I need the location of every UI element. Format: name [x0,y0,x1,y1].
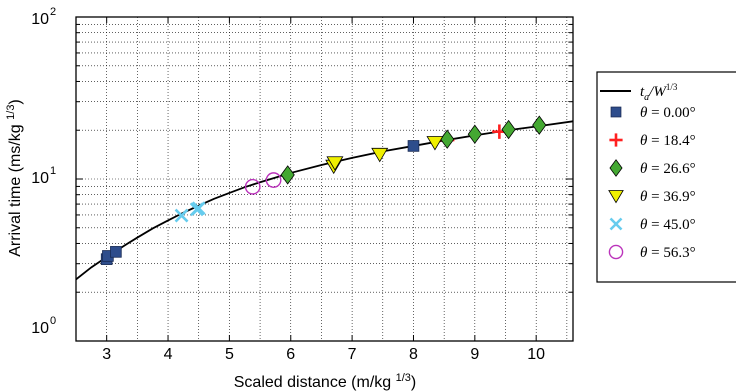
x-stroke-b [191,201,206,216]
y-tick-exp-1: 0 [50,315,56,327]
data-point-series-2 [467,124,482,144]
grid-lines [76,17,573,341]
y-tick-base: 10 [31,11,49,28]
x-axis-title-main: Scaled distance (m/kg [234,374,396,391]
y-tick-exp: 0 [50,315,56,327]
y-tick-exp-100: 2 [50,6,56,18]
y-tick-label-100: 10 [31,11,49,28]
legend-theta: θ [640,133,648,149]
legend-theta: θ [640,245,648,261]
y-tick-exp-10: 1 [50,165,56,177]
legend-marker-5 [608,244,624,260]
legend-curve-t: t [640,84,645,100]
data-point-series-0 [407,140,420,152]
legend-curve-rest: /W [648,84,667,100]
x-stroke-b [609,217,623,231]
x-tick-label: 8 [409,346,418,363]
data-point-series-4 [174,208,189,223]
data-point-series-3 [371,147,389,163]
x-tick-labels: 3 4 5 6 7 8 9 10 [102,346,545,363]
x-axis-title-suffix: ) [411,374,416,391]
legend-marker-2 [609,159,623,177]
data-point-series-0 [110,246,122,258]
x-axis-title-sup: 1/3 [396,372,411,384]
legend-label-0: θ = 0.00° [640,105,696,121]
x-tick-label: 4 [164,346,173,363]
data-point-series-5 [265,172,282,188]
legend-marker-1 [609,133,623,147]
data-point-series-3 [326,156,344,171]
legend-curve-label: ta/W1/3 [640,82,678,103]
legend-marker-3 [608,190,624,204]
legend-theta: θ [640,217,648,233]
y-axis-title: Arrival time (ms/kg 1/3) [5,99,24,257]
y-tick-base: 10 [31,170,49,187]
legend-theta: θ [640,105,648,121]
y-tick-label-1: 10 [31,320,49,337]
legend-label-3: θ = 36.9° [640,189,696,205]
y-tick-label-10: 10 [31,170,49,187]
y-axis-title-sup: 1/3 [5,105,17,120]
x-tick-label: 9 [470,346,479,363]
legend-label-5: θ = 56.3° [640,245,696,261]
x-tick-label: 10 [527,346,545,363]
axis-ticks [76,17,573,342]
y-axis-title-main: Arrival time (ms/kg [7,120,24,257]
x-tick-label: 5 [225,346,234,363]
legend-label-1: θ = 18.4° [640,133,696,149]
legend-theta: θ [640,161,648,177]
y-tick-exp: 1 [50,165,56,177]
x-axis-title: Scaled distance (m/kg 1/3) [234,372,416,391]
data-point-series-4 [191,201,206,216]
y-axis-title-suffix: ) [7,99,24,104]
legend-marker-0 [610,106,622,118]
data-point-series-3 [426,136,444,151]
legend-value: = 36.9° [647,189,695,205]
y-tick-labels: 10 0 10 1 10 2 [31,6,56,337]
y-tick-exp: 2 [50,6,56,18]
legend-marker-4 [609,217,623,231]
legend-value: = 0.00° [647,105,695,121]
data-points-layer [100,115,547,265]
data-point-series-2 [280,165,295,185]
legend-entries: θ = 0.00°θ = 18.4°θ = 26.6°θ = 36.9°θ = … [608,105,696,261]
legend-value: = 45.0° [647,217,695,233]
legend-label-4: θ = 45.0° [640,217,696,233]
data-point-series-5 [244,178,261,195]
x-tick-label: 7 [348,346,357,363]
legend-value: = 18.4° [647,133,695,149]
y-tick-base: 10 [31,320,49,337]
plot-background [76,17,573,341]
legend-theta: θ [640,189,648,205]
data-point-series-2 [501,119,516,140]
legend: ta/W1/3 θ = 0.00°θ = 18.4°θ = 26.6°θ = 3… [596,71,736,283]
legend-curve-sup: 1/3 [666,82,678,92]
legend-label-2: θ = 26.6° [640,161,696,177]
legend-value: = 56.3° [647,245,695,261]
data-point-series-2 [532,115,547,135]
legend-curve-sub: a [644,92,649,103]
x-tick-label: 3 [102,346,111,363]
x-tick-label: 6 [286,346,295,363]
x-stroke-b [174,208,189,223]
legend-value: = 26.6° [647,161,695,177]
